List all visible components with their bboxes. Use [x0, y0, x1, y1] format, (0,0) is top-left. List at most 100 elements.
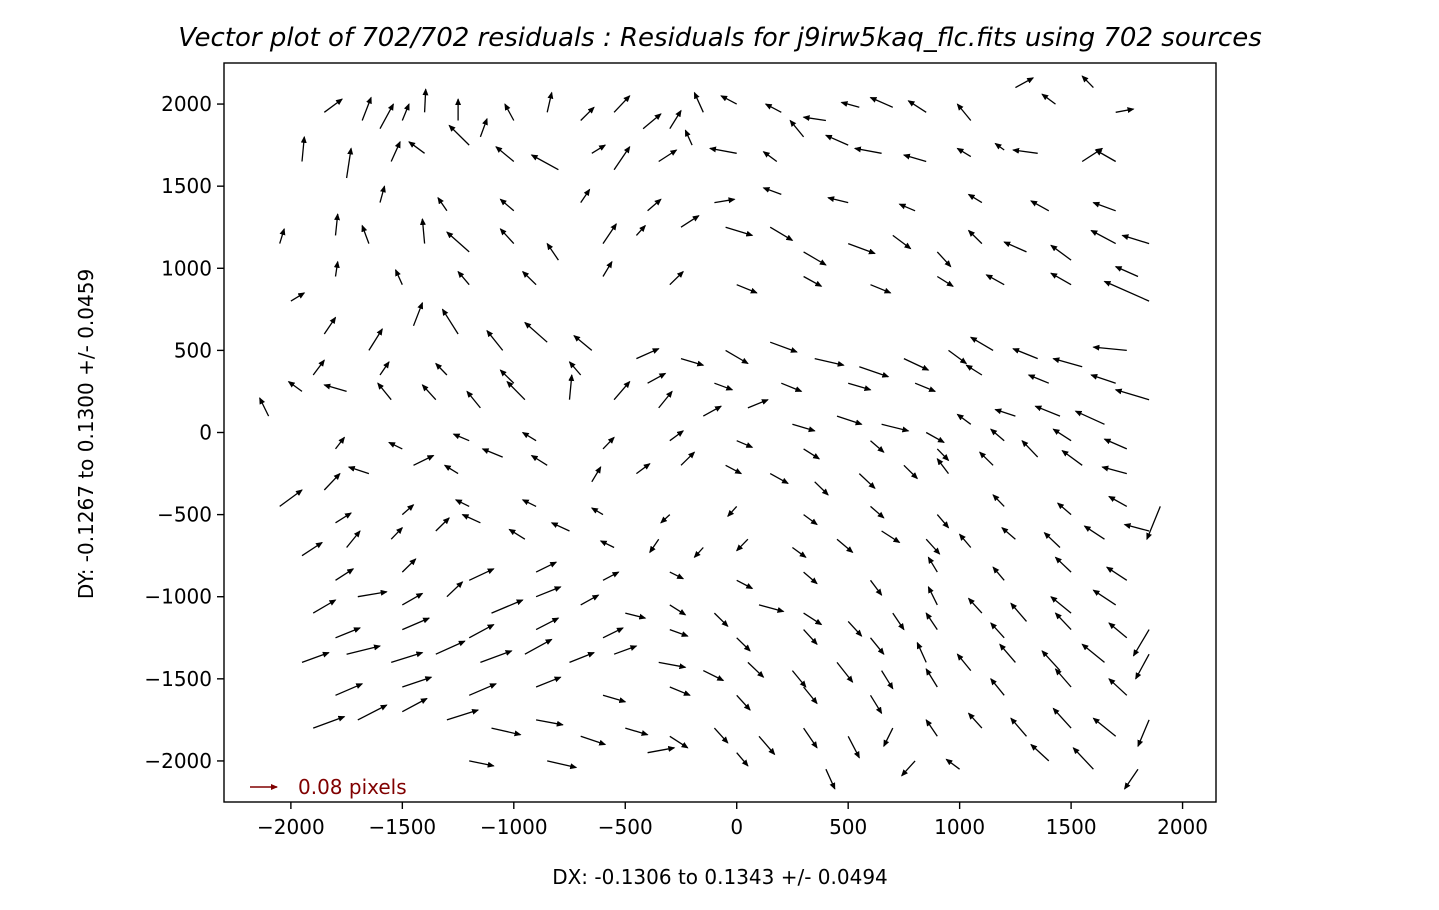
residual-vector: [758, 735, 776, 756]
residual-vector: [1103, 438, 1128, 450]
residual-vector: [836, 415, 863, 426]
residual-vector: [550, 522, 570, 532]
residual-vector: [625, 612, 647, 620]
residual-vector: [727, 505, 738, 518]
residual-vector: [901, 760, 916, 777]
residual-vector: [892, 234, 912, 250]
residual-vector: [435, 362, 448, 376]
residual-vector: [792, 423, 816, 433]
residual-vector: [1137, 719, 1150, 748]
residual-vector: [454, 499, 470, 507]
residual-vector: [1081, 643, 1105, 663]
residual-vector: [936, 251, 952, 268]
residual-vector: [323, 383, 347, 393]
residual-vector: [713, 612, 729, 628]
residual-vector: [892, 612, 905, 631]
residual-vector: [1050, 596, 1072, 614]
residual-vector: [898, 203, 916, 212]
residual-vector: [791, 670, 807, 688]
x-tick-label: 1000: [934, 815, 985, 839]
residual-vector: [680, 215, 700, 228]
residual-vector: [1101, 465, 1127, 475]
residual-vector: [936, 448, 950, 462]
residual-vector: [994, 408, 1016, 417]
residual-vector: [602, 694, 627, 704]
y-tick-label: 2000: [161, 92, 212, 116]
residual-vector: [602, 260, 613, 277]
y-tick-label: 1500: [161, 174, 212, 198]
residual-vector: [401, 697, 428, 713]
residual-vector: [446, 581, 464, 598]
residual-vector: [390, 140, 401, 162]
residual-vector: [1092, 201, 1116, 212]
residual-vector: [569, 651, 595, 664]
residual-vector: [1030, 743, 1050, 762]
residual-vector: [636, 348, 660, 360]
residual-vector: [524, 638, 553, 655]
y-tick-label: 1000: [161, 256, 212, 280]
residual-vector: [443, 464, 459, 475]
residual-vector: [769, 226, 794, 241]
residual-vector: [377, 382, 392, 401]
residual-vector: [1108, 495, 1128, 507]
residual-vector: [530, 454, 548, 466]
residual-vector: [781, 382, 803, 393]
residual-vector: [916, 641, 927, 663]
residual-vector: [602, 571, 620, 581]
residual-vector: [521, 270, 537, 286]
residual-vector: [521, 499, 537, 507]
residual-vector: [967, 229, 983, 245]
x-axis-ticks: −2000 −1500 −1000 −500 0 500 1000 1500 2000: [257, 802, 1208, 839]
residual-vector: [1092, 589, 1117, 606]
residual-vector: [279, 227, 286, 244]
residual-vector: [1027, 374, 1050, 384]
y-tick-label: −1500: [144, 667, 212, 691]
residual-vector: [669, 604, 687, 616]
residual-vector: [936, 514, 950, 529]
residual-vector: [334, 436, 346, 450]
residual-vector: [647, 198, 662, 212]
y-tick-label: −500: [157, 503, 212, 527]
residual-vector: [858, 473, 876, 489]
residual-vector: [814, 481, 829, 496]
y-tick-label: 0: [199, 421, 212, 445]
residual-vector: [635, 224, 646, 236]
residual-vector: [936, 275, 954, 287]
residual-vector: [881, 530, 901, 544]
residual-vector: [312, 359, 325, 376]
residual-vector: [658, 149, 678, 163]
residual-vector: [725, 349, 749, 365]
residual-vector: [568, 361, 582, 376]
residual-vector: [747, 399, 769, 409]
residual-vector: [1103, 280, 1150, 302]
residual-vector: [956, 103, 972, 121]
residual-vector: [636, 463, 651, 475]
residual-vector: [680, 451, 696, 466]
residual-vector: [1094, 149, 1117, 163]
residual-vector: [803, 686, 818, 705]
residual-vector: [870, 440, 885, 453]
residual-vector: [680, 357, 705, 367]
residual-vector: [725, 226, 754, 237]
residual-vector: [1121, 234, 1150, 245]
residual-vector: [1061, 450, 1083, 466]
residual-vector: [435, 640, 466, 655]
residual-vector: [521, 431, 537, 442]
x-tick-label: 0: [730, 815, 743, 839]
residual-vector: [379, 185, 386, 203]
residual-vector: [881, 670, 894, 690]
residual-vector: [1010, 602, 1027, 622]
residual-vector: [769, 473, 789, 484]
residual-vector: [1001, 527, 1016, 540]
residual-vector: [468, 568, 495, 581]
key-label: 0.08 pixels: [298, 775, 407, 799]
residual-vector: [736, 284, 758, 294]
residual-vector: [658, 390, 673, 409]
residual-vector: [287, 381, 303, 392]
residual-vector: [669, 109, 682, 130]
residual-vector: [346, 530, 361, 548]
residual-vector: [441, 308, 459, 335]
residual-vector: [859, 366, 890, 378]
residual-vector: [669, 628, 689, 637]
residual-vector: [762, 151, 778, 163]
